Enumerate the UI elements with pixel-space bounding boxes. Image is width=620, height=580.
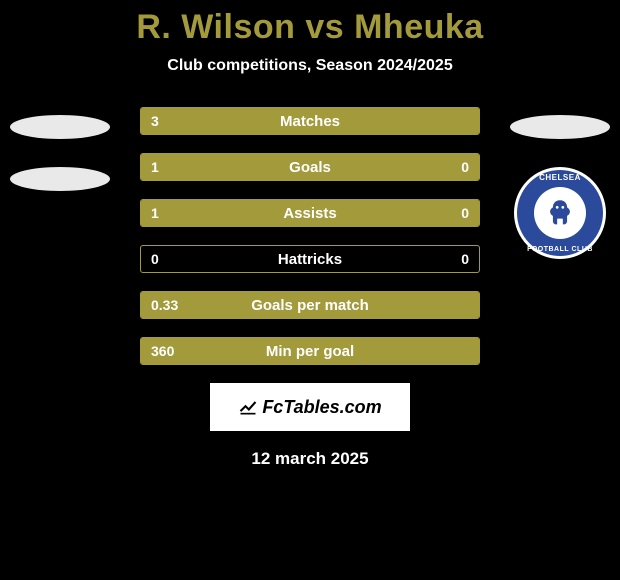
date-label: 12 march 2025 [0, 449, 620, 469]
stat-value-left: 360 [151, 338, 174, 364]
stat-row: Matches3 [140, 107, 480, 135]
stat-row: Min per goal360 [140, 337, 480, 365]
stat-value-left: 3 [151, 108, 159, 134]
stat-row: Goals per match0.33 [140, 291, 480, 319]
stat-label: Hattricks [141, 246, 479, 272]
stat-value-left: 1 [151, 154, 159, 180]
stat-value-right: 0 [461, 246, 469, 272]
brand-label: FcTables.com [238, 397, 381, 418]
stats-chart: Matches3Goals10Assists10Hattricks00Goals… [140, 107, 480, 365]
brand-box: FcTables.com [210, 383, 410, 431]
right-crest-area: CHELSEA FOOTBALL CLUB [510, 115, 610, 259]
stat-value-left: 0.33 [151, 292, 178, 318]
stat-row: Goals10 [140, 153, 480, 181]
crest-placeholder-oval [10, 115, 110, 139]
chart-icon [238, 397, 258, 417]
badge-text-bottom: FOOTBALL CLUB [514, 246, 606, 253]
bar-left-fill [141, 154, 411, 180]
brand-text: FcTables.com [262, 397, 381, 418]
chelsea-badge: CHELSEA FOOTBALL CLUB [514, 167, 606, 259]
crest-placeholder-oval [10, 167, 110, 191]
bar-left-fill [141, 200, 411, 226]
stat-row: Assists10 [140, 199, 480, 227]
badge-inner [534, 187, 586, 239]
stat-value-left: 1 [151, 200, 159, 226]
stat-value-right: 0 [461, 200, 469, 226]
left-crest-area [10, 115, 110, 219]
badge-text-top: CHELSEA [514, 173, 606, 182]
lion-icon [543, 196, 577, 230]
page-title: R. Wilson vs Mheuka [0, 0, 620, 47]
bar-left-fill [141, 338, 479, 364]
bar-left-fill [141, 292, 479, 318]
bar-left-fill [141, 108, 479, 134]
stat-value-left: 0 [151, 246, 159, 272]
crest-placeholder-oval [510, 115, 610, 139]
stat-value-right: 0 [461, 154, 469, 180]
stat-row: Hattricks0 0 [140, 245, 480, 273]
subtitle: Club competitions, Season 2024/2025 [0, 57, 620, 75]
